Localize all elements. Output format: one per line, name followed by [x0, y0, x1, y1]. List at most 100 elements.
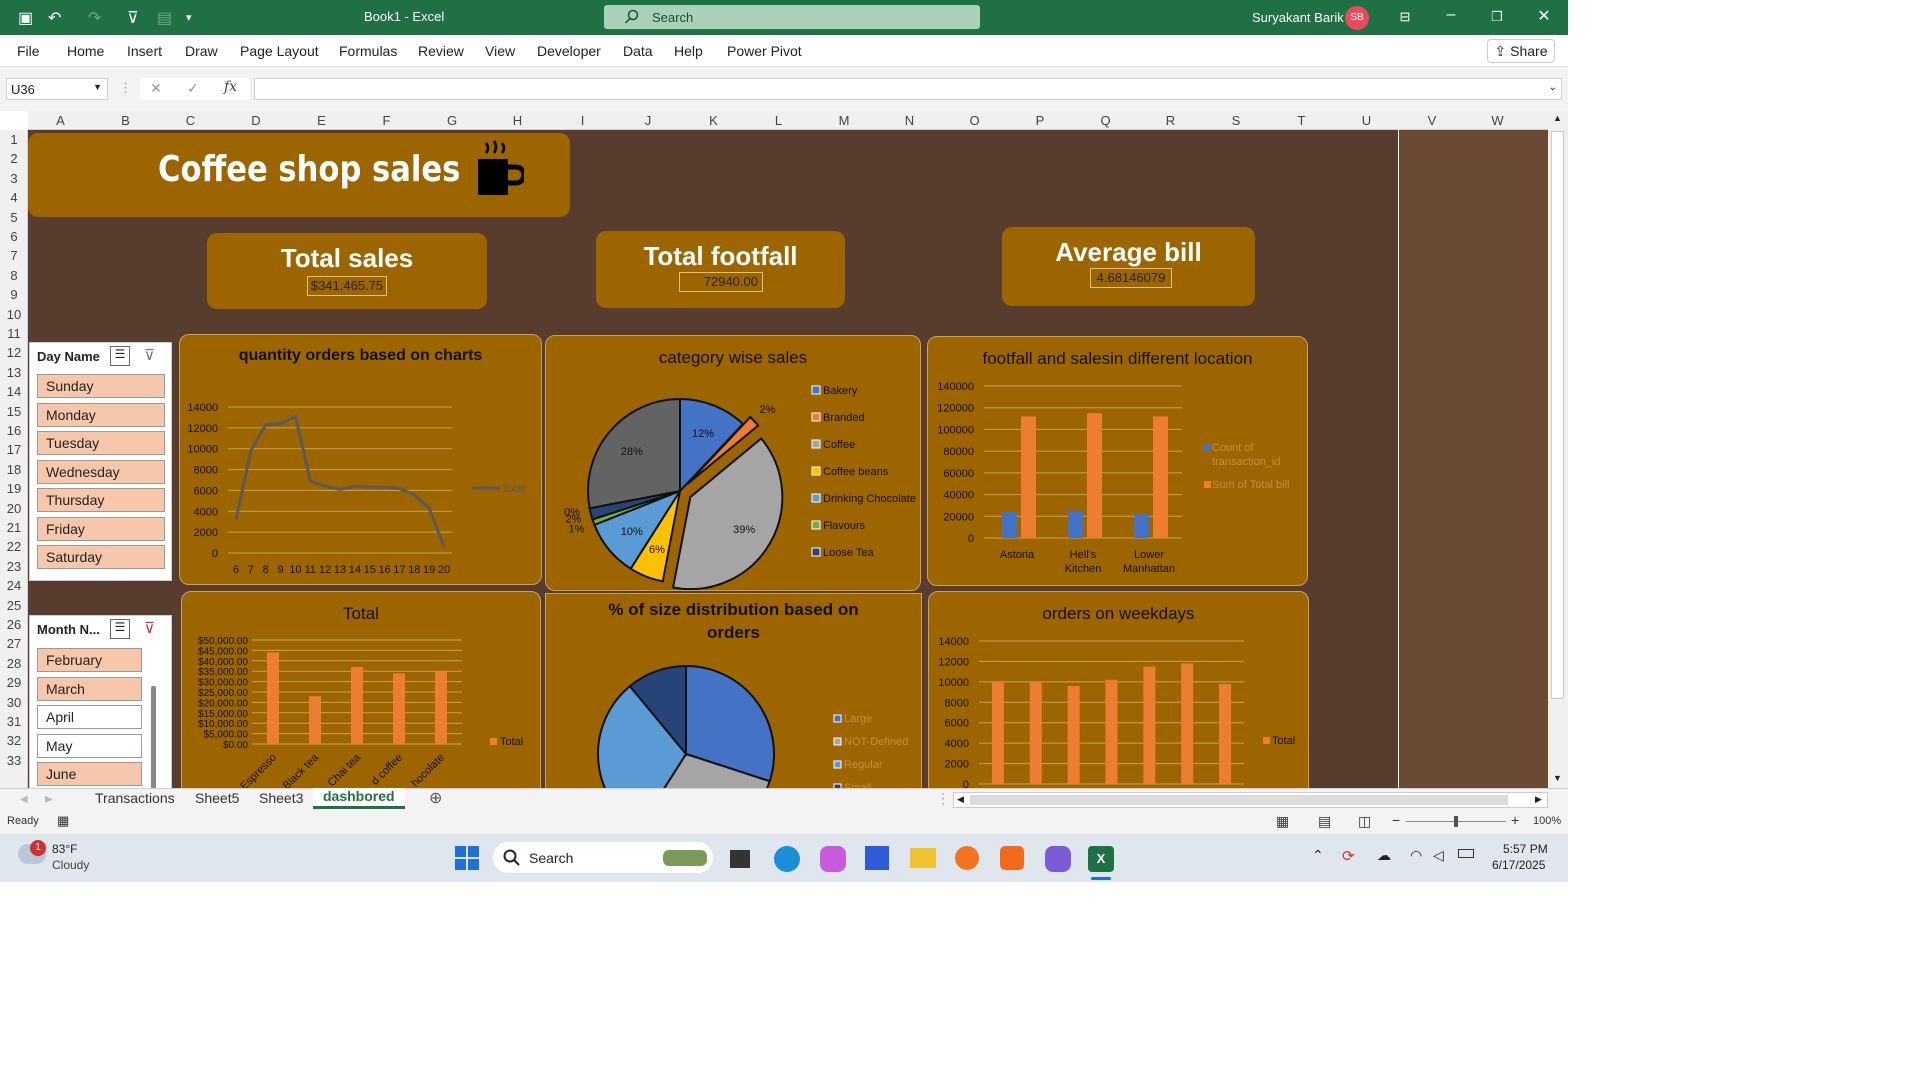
clear-filter-icon[interactable]: ⊽: [144, 347, 155, 364]
autosave-icon[interactable]: ▣: [18, 10, 34, 27]
row-header[interactable]: 23: [6, 558, 22, 574]
multi-select-icon[interactable]: ☰: [110, 619, 130, 639]
col-header[interactable]: N: [904, 113, 915, 128]
expand-icon[interactable]: ⌄: [1548, 82, 1557, 93]
sheet-tab-sheet3[interactable]: Sheet3: [259, 790, 304, 806]
row-header[interactable]: 6: [10, 229, 18, 244]
slicer-item-monday[interactable]: Monday: [37, 403, 165, 427]
tab-data[interactable]: Data: [623, 43, 653, 59]
restore-icon[interactable]: ❐: [1491, 9, 1503, 24]
excel-icon[interactable]: X: [1088, 846, 1114, 872]
next-sheet-icon[interactable]: ▶: [45, 794, 53, 805]
tab-formulas[interactable]: Formulas: [339, 43, 398, 59]
row-header[interactable]: 15: [6, 403, 22, 419]
slicer-item-thursday[interactable]: Thursday: [37, 488, 165, 512]
row-header[interactable]: 9: [10, 287, 18, 303]
chart-category-sales[interactable]: category wise sales 12% 2% 39% 6% 10% 1% 2% 0% 2…: [545, 335, 921, 591]
tab-home[interactable]: Home: [67, 43, 105, 59]
row-header[interactable]: 19: [6, 481, 22, 497]
col-header[interactable]: P: [1035, 113, 1045, 128]
xampp-icon[interactable]: [1000, 846, 1024, 870]
row-header[interactable]: 30: [6, 694, 22, 710]
split-handle[interactable]: ⋮: [936, 790, 950, 806]
volume-icon[interactable]: ◁: [1433, 847, 1444, 863]
scroll-left-icon[interactable]: ◀: [957, 794, 964, 804]
row-header[interactable]: 17: [6, 442, 22, 458]
weather-temp[interactable]: 83°F: [52, 842, 78, 856]
zoom-in-icon[interactable]: +: [1511, 812, 1520, 828]
row-header[interactable]: 12: [6, 345, 22, 361]
col-header[interactable]: I: [580, 113, 585, 128]
cancel-icon[interactable]: ✕: [150, 80, 162, 96]
col-header[interactable]: T: [1297, 113, 1306, 128]
scroll-thumb[interactable]: [1551, 131, 1564, 699]
tab-page-layout[interactable]: Page Layout: [240, 43, 319, 59]
slicer-item-wednesday[interactable]: Wednesday: [37, 460, 165, 484]
col-header[interactable]: H: [512, 113, 523, 128]
redo-icon[interactable]: ↷: [88, 10, 102, 27]
customize-qat-icon[interactable]: ▾: [186, 12, 192, 24]
col-header[interactable]: O: [969, 113, 980, 128]
row-header[interactable]: 4: [10, 190, 18, 206]
weather-desc[interactable]: Cloudy: [52, 858, 90, 872]
row-header[interactable]: 31: [6, 714, 22, 729]
col-header[interactable]: M: [838, 113, 850, 128]
cloud-offline-icon[interactable]: ☁: [1377, 847, 1391, 863]
slicer-item-june[interactable]: June: [37, 762, 142, 786]
slicer-item-april[interactable]: April: [37, 705, 142, 729]
wifi-icon[interactable]: ◠: [1410, 847, 1423, 863]
row-header[interactable]: 27: [6, 636, 22, 652]
search-box[interactable]: Search: [604, 5, 980, 29]
col-header[interactable]: V: [1427, 113, 1437, 128]
col-header[interactable]: B: [121, 113, 130, 128]
row-header[interactable]: 14: [6, 384, 22, 400]
close-icon[interactable]: ✕: [1537, 8, 1551, 25]
clear-filter-icon[interactable]: ⊽: [144, 620, 155, 637]
sheet-tab-sheet5[interactable]: Sheet5: [195, 790, 240, 806]
sheet-tab-dashbored[interactable]: dashbored: [313, 788, 405, 809]
page-break-view-icon[interactable]: ◫: [1358, 813, 1372, 829]
windows-start-icon[interactable]: [455, 846, 479, 870]
slicer-scrollbar[interactable]: [151, 686, 156, 788]
scroll-down-icon[interactable]: ▼: [1553, 773, 1562, 783]
col-header[interactable]: S: [1231, 113, 1241, 128]
m365-icon[interactable]: [1045, 846, 1071, 872]
slicer-day-name[interactable]: Day Name ☰ ⊽ Sunday Monday Tuesday Wedne…: [29, 342, 172, 581]
zoom-out-icon[interactable]: −: [1392, 812, 1401, 828]
chart-quantity-orders[interactable]: quantity orders based on charts 14000 120…: [179, 334, 542, 585]
slicer-item-march[interactable]: March: [37, 677, 142, 701]
row-header[interactable]: 10: [6, 306, 22, 322]
row-header[interactable]: 16: [6, 423, 22, 438]
col-header[interactable]: E: [317, 113, 326, 128]
row-header[interactable]: 25: [6, 597, 22, 613]
sync-icon[interactable]: ⟳: [1342, 848, 1355, 865]
col-header[interactable]: L: [774, 113, 783, 128]
battery-icon[interactable]: [1458, 849, 1474, 858]
insert-function-icon[interactable]: fx: [224, 79, 238, 95]
multi-select-icon[interactable]: ☰: [110, 346, 130, 366]
vertical-scrollbar[interactable]: ▲ ▼: [1548, 111, 1568, 788]
taskbar-search[interactable]: Search: [493, 842, 713, 873]
copilot-icon[interactable]: [820, 846, 846, 872]
row-header[interactable]: 33: [6, 752, 22, 768]
chart-product-total[interactable]: Total $50,000.00 $45,000.00 $40,000.00 $35,…: [181, 591, 541, 788]
col-header[interactable]: D: [251, 113, 261, 128]
chevron-up-icon[interactable]: ⌃: [1312, 847, 1324, 863]
row-header[interactable]: 28: [6, 655, 22, 671]
scroll-up-icon[interactable]: ▲: [1553, 113, 1562, 123]
prev-sheet-icon[interactable]: ◀: [20, 794, 28, 805]
tab-help[interactable]: Help: [674, 43, 703, 59]
col-header[interactable]: C: [185, 113, 196, 128]
avatar[interactable]: SB: [1345, 6, 1369, 30]
worksheet-grid[interactable]: Coffee shop sales Total sales $341,465.7…: [28, 130, 1548, 788]
row-header[interactable]: 22: [6, 539, 22, 555]
minimize-icon[interactable]: –: [1446, 6, 1456, 23]
row-header[interactable]: 29: [6, 675, 22, 691]
sheet-tab-transactions[interactable]: Transactions: [95, 790, 175, 806]
row-header[interactable]: 5: [10, 209, 18, 225]
app-icon[interactable]: [955, 846, 979, 870]
chart-location[interactable]: footfall and salesin different location …: [927, 336, 1308, 586]
task-view-icon[interactable]: [730, 850, 750, 868]
name-box[interactable]: U36 ▼: [6, 78, 108, 100]
row-header[interactable]: 2: [10, 151, 18, 167]
